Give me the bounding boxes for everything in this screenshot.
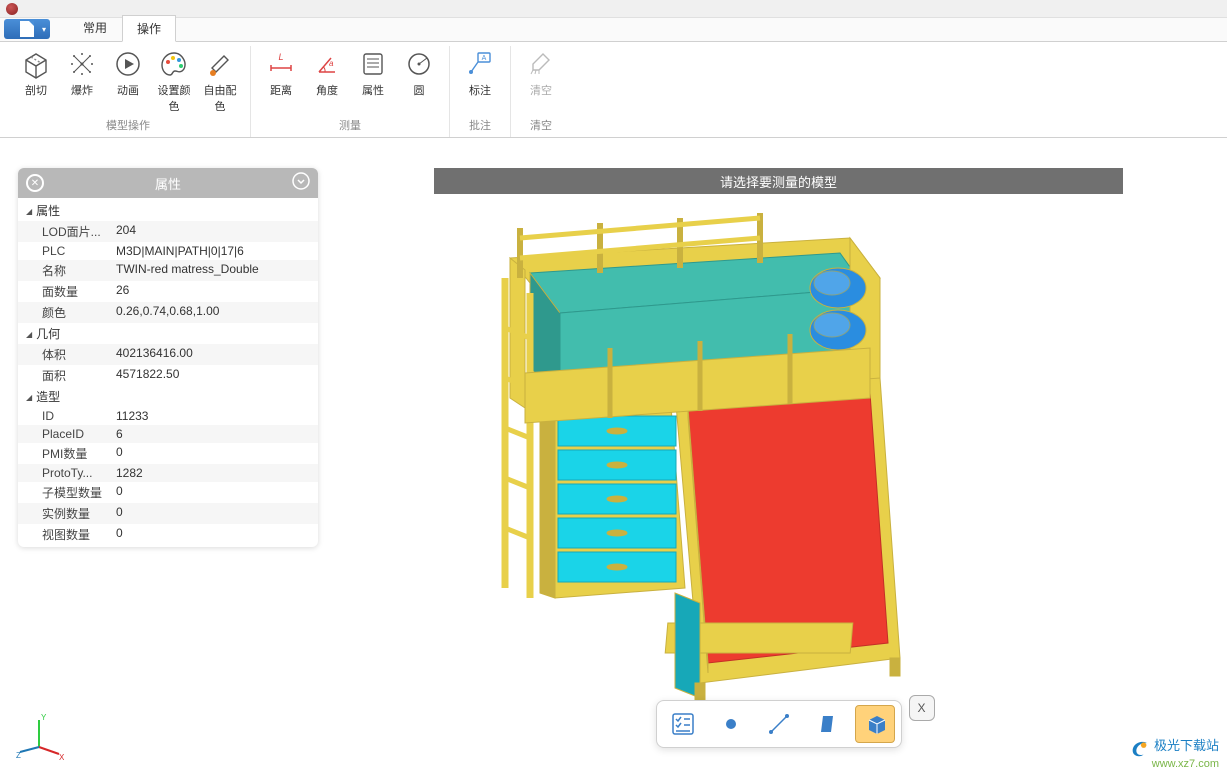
properties-panel: ✕ 属性 属性 LOD面片...204 PLCM3D|MAIN|PATH|0|1… bbox=[18, 168, 318, 547]
section-geom[interactable]: 几何 bbox=[18, 323, 318, 344]
watermark: 极光下载站 www.xz7.com bbox=[1129, 735, 1219, 770]
section-attr[interactable]: 属性 bbox=[18, 200, 318, 221]
prop-row: LOD面片...204 bbox=[18, 221, 318, 242]
annotate-label: 标注 bbox=[469, 82, 491, 98]
circle-button[interactable]: 圆 bbox=[397, 46, 441, 100]
explode-label: 爆炸 bbox=[71, 82, 93, 98]
distance-button[interactable]: L 距离 bbox=[259, 46, 303, 100]
properties-header: ✕ 属性 bbox=[18, 168, 318, 198]
app-icon bbox=[6, 3, 18, 15]
close-panel-button[interactable]: ✕ bbox=[26, 174, 44, 192]
angle-label: 角度 bbox=[316, 82, 338, 98]
explode-icon bbox=[66, 48, 98, 80]
svg-text:Z: Z bbox=[16, 751, 21, 760]
paint-icon bbox=[204, 48, 236, 80]
prop-row: 实例数量0 bbox=[18, 503, 318, 524]
group-clear-title: 清空 bbox=[530, 117, 552, 137]
watermark-name: 极光下载站 bbox=[1154, 738, 1219, 753]
checklist-tool[interactable] bbox=[663, 705, 703, 743]
axis-indicator: Y X Z bbox=[14, 712, 64, 762]
prop-row: PLCM3D|MAIN|PATH|0|17|6 bbox=[18, 242, 318, 260]
svg-text:Y: Y bbox=[41, 713, 47, 722]
svg-text:a: a bbox=[329, 59, 334, 68]
viewport[interactable]: 请选择要测量的模型 bbox=[340, 168, 1217, 766]
plane-tool[interactable] bbox=[807, 705, 847, 743]
circle-label: 圆 bbox=[414, 82, 425, 98]
prop-row: 面数量26 bbox=[18, 281, 318, 302]
section-model[interactable]: 造型 bbox=[18, 386, 318, 407]
brush-icon bbox=[525, 48, 557, 80]
play-icon bbox=[112, 48, 144, 80]
svg-text:A: A bbox=[482, 55, 487, 62]
annotate-button[interactable]: A 标注 bbox=[458, 46, 502, 100]
ribbon-group-measure: L 距离 a 角度 属性 圆 bbox=[251, 46, 450, 137]
viewport-message: 请选择要测量的模型 bbox=[434, 168, 1123, 194]
distance-icon: L bbox=[265, 48, 297, 80]
tab-common[interactable]: 常用 bbox=[68, 14, 122, 41]
tab-operate[interactable]: 操作 bbox=[122, 15, 176, 42]
set-color-label: 设置颜色 bbox=[154, 82, 194, 114]
free-color-label: 自由配色 bbox=[200, 82, 240, 114]
explode-button[interactable]: 爆炸 bbox=[60, 46, 104, 116]
line-tool[interactable] bbox=[759, 705, 799, 743]
circle-icon bbox=[403, 48, 435, 80]
annotate-icon: A bbox=[464, 48, 496, 80]
cut-label: 剖切 bbox=[25, 82, 47, 98]
clear-label: 清空 bbox=[530, 82, 552, 98]
file-menu-button[interactable] bbox=[4, 19, 50, 39]
prop-row: ProtoTy...1282 bbox=[18, 464, 318, 482]
angle-button[interactable]: a 角度 bbox=[305, 46, 349, 100]
content-area: ✕ 属性 属性 LOD面片...204 PLCM3D|MAIN|PATH|0|1… bbox=[0, 160, 1227, 776]
group-measure-title: 测量 bbox=[339, 117, 361, 137]
prop-row: PlaceID6 bbox=[18, 425, 318, 443]
ribbon-tabs: 常用 操作 bbox=[0, 18, 1227, 42]
group-annotate-title: 批注 bbox=[469, 117, 491, 137]
solid-tool[interactable] bbox=[855, 705, 895, 743]
svg-text:X: X bbox=[59, 753, 64, 762]
group-model-title: 模型操作 bbox=[106, 117, 150, 137]
prop-row: 面积4571822.50 bbox=[18, 365, 318, 386]
prop-row: 名称TWIN-red matress_Double bbox=[18, 260, 318, 281]
animation-button[interactable]: 动画 bbox=[106, 46, 150, 116]
svg-text:L: L bbox=[278, 52, 283, 62]
expand-panel-button[interactable] bbox=[292, 172, 310, 195]
attribute-label: 属性 bbox=[362, 82, 384, 98]
model-3d[interactable] bbox=[450, 198, 1010, 718]
prop-row: 视图数量0 bbox=[18, 524, 318, 545]
cube-cut-icon bbox=[20, 48, 52, 80]
ribbon-group-model: 剖切 爆炸 动画 设置颜色 bbox=[6, 46, 251, 137]
list-icon bbox=[357, 48, 389, 80]
panel-title: 属性 bbox=[44, 174, 292, 193]
set-color-button[interactable]: 设置颜色 bbox=[152, 46, 196, 116]
cut-button[interactable]: 剖切 bbox=[14, 46, 58, 116]
ribbon-group-clear: 清空 清空 bbox=[511, 46, 571, 137]
watermark-logo-icon bbox=[1129, 736, 1151, 758]
free-color-button[interactable]: 自由配色 bbox=[198, 46, 242, 116]
ribbon-group-annotate: A 标注 批注 bbox=[450, 46, 511, 137]
distance-label: 距离 bbox=[270, 82, 292, 98]
prop-row: 体积402136416.00 bbox=[18, 344, 318, 365]
palette-icon bbox=[158, 48, 190, 80]
animation-label: 动画 bbox=[117, 82, 139, 98]
watermark-url: www.xz7.com bbox=[1152, 758, 1219, 770]
prop-row: ID11233 bbox=[18, 407, 318, 425]
angle-icon: a bbox=[311, 48, 343, 80]
view-toolbar: X bbox=[656, 700, 902, 748]
title-bar bbox=[0, 0, 1227, 18]
ribbon: 剖切 爆炸 动画 设置颜色 bbox=[0, 42, 1227, 138]
prop-row: 子模型数量0 bbox=[18, 482, 318, 503]
attribute-button[interactable]: 属性 bbox=[351, 46, 395, 100]
prop-row: PMI数量0 bbox=[18, 443, 318, 464]
point-tool[interactable] bbox=[711, 705, 751, 743]
clear-button[interactable]: 清空 bbox=[519, 46, 563, 100]
close-toolbar-button[interactable]: X bbox=[909, 695, 935, 721]
prop-row: 颜色0.26,0.74,0.68,1.00 bbox=[18, 302, 318, 323]
properties-body: 属性 LOD面片...204 PLCM3D|MAIN|PATH|0|17|6 名… bbox=[18, 198, 318, 547]
